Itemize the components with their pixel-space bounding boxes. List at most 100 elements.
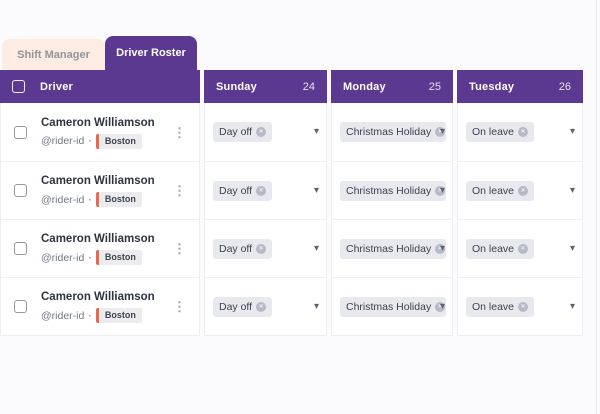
status-chip[interactable]: On leave ✕ [466,180,535,201]
remove-status-icon[interactable]: ✕ [518,185,529,196]
status-chip[interactable]: Day off ✕ [213,180,273,201]
status-chip[interactable]: Christmas Holiday ✕ [340,296,446,317]
driver-info: Cameron Williamson @rider-id · Boston [41,290,170,323]
driver-name: Cameron Williamson [41,233,155,245]
day-column-header: Monday 25 [331,70,453,103]
window-right-border [596,0,597,414]
remove-status-icon[interactable]: ✕ [435,127,446,137]
status-chip[interactable]: Day off ✕ [213,122,273,142]
status-chip[interactable]: Christmas Holiday ✕ [340,238,446,259]
driver-info: Cameron Williamson @rider-id · Boston [41,116,170,149]
status-chip[interactable]: Day off ✕ [213,238,273,259]
driver-subline: @rider-id · Boston [41,308,170,323]
day-cells-card: Day off ✕ ▾ Day off ✕ ▾ Day off ✕ ▾ Day … [204,103,327,336]
day-column-header: Sunday 24 [204,70,327,103]
shift-cell: Day off ✕ ▾ [205,219,326,277]
day-date-label: 24 [302,80,315,93]
city-badge: Boston [95,250,142,265]
row-checkbox[interactable] [14,300,27,313]
kebab-menu-icon[interactable]: ⋮ [173,299,186,314]
status-chip[interactable]: Christmas Holiday ✕ [340,122,446,142]
day-cells-card: On leave ✕ ▾ On leave ✕ ▾ On leave ✕ ▾ O… [457,103,583,336]
driver-subline: @rider-id · Boston [41,192,170,207]
shift-cell: On leave ✕ ▾ [458,277,582,335]
remove-status-icon[interactable]: ✕ [256,301,267,312]
dropdown-caret-icon[interactable]: ▾ [569,300,575,312]
status-chip[interactable]: Christmas Holiday ✕ [340,180,446,201]
row-checkbox[interactable] [14,125,27,139]
driver-info: Cameron Williamson @rider-id · Boston [41,232,170,265]
shift-cell: Day off ✕ ▾ [205,161,326,219]
shift-cell: Christmas Holiday ✕ ▾ [332,161,452,219]
driver-row: Cameron Williamson @rider-id · Boston ⋮ [1,103,199,161]
tab-bar: Shift Manager Driver Roster [2,36,197,70]
tab-shift-manager[interactable]: Shift Manager [2,39,105,70]
remove-status-icon[interactable]: ✕ [256,127,267,137]
dropdown-caret-icon[interactable]: ▾ [569,126,575,137]
status-chip[interactable]: On leave ✕ [466,296,535,317]
driver-name: Cameron Williamson [41,175,155,187]
shift-cell: Christmas Holiday ✕ ▾ [332,219,452,277]
remove-status-icon[interactable]: ✕ [518,127,529,137]
day-column-sunday: Sunday 24 Day off ✕ ▾ Day off ✕ ▾ Day of… [204,70,327,336]
row-checkbox[interactable] [14,184,27,197]
city-badge: Boston [95,192,142,207]
dropdown-caret-icon[interactable]: ▾ [439,126,445,137]
day-cells-card: Christmas Holiday ✕ ▾ Christmas Holiday … [331,103,453,336]
status-chip-label: On leave [472,126,515,138]
remove-status-icon[interactable]: ✕ [435,301,446,312]
day-date-label: 25 [428,80,441,93]
shift-cell: On leave ✕ ▾ [458,161,582,219]
dropdown-caret-icon[interactable]: ▾ [439,242,445,254]
row-checkbox[interactable] [14,242,27,255]
kebab-menu-icon[interactable]: ⋮ [173,124,186,140]
dropdown-caret-icon[interactable]: ▾ [569,184,575,196]
separator-dot: · [88,193,92,206]
shift-cell: Christmas Holiday ✕ ▾ [332,103,452,161]
shift-cell: On leave ✕ ▾ [458,219,582,277]
dropdown-caret-icon[interactable]: ▾ [313,300,319,312]
dropdown-caret-icon[interactable]: ▾ [313,184,319,196]
status-chip[interactable]: On leave ✕ [466,122,535,142]
day-name-label: Monday [343,80,386,93]
driver-header-label: Driver [40,80,73,93]
driver-subline: @rider-id · Boston [41,133,170,149]
status-chip[interactable]: On leave ✕ [466,238,535,259]
dropdown-caret-icon[interactable]: ▾ [439,184,445,196]
driver-subline: @rider-id · Boston [41,250,170,265]
dropdown-caret-icon[interactable]: ▾ [313,242,319,254]
kebab-menu-icon[interactable]: ⋮ [173,183,186,198]
remove-status-icon[interactable]: ✕ [435,243,446,254]
dropdown-caret-icon[interactable]: ▾ [313,126,319,137]
driver-rows-card: Cameron Williamson @rider-id · Boston ⋮ … [0,103,200,336]
kebab-menu-icon[interactable]: ⋮ [173,241,186,256]
select-all-checkbox[interactable] [12,80,25,93]
day-column-monday: Monday 25 Christmas Holiday ✕ ▾ Christma… [331,70,453,336]
dropdown-caret-icon[interactable]: ▾ [569,242,575,254]
remove-status-icon[interactable]: ✕ [518,243,529,254]
day-date-label: 26 [558,80,571,93]
remove-status-icon[interactable]: ✕ [435,185,446,196]
remove-status-icon[interactable]: ✕ [256,243,267,254]
status-chip-label: On leave [472,300,515,313]
day-name-label: Sunday [216,80,257,93]
dropdown-caret-icon[interactable]: ▾ [439,300,445,312]
shift-cell: Day off ✕ ▾ [205,103,326,161]
remove-status-icon[interactable]: ✕ [518,301,529,312]
shift-cell: Christmas Holiday ✕ ▾ [332,277,452,335]
shift-cell: On leave ✕ ▾ [458,103,582,161]
city-badge: Boston [95,308,142,323]
separator-dot: · [88,251,92,264]
separator-dot: · [88,309,92,322]
remove-status-icon[interactable]: ✕ [256,185,267,196]
rider-id: @rider-id [41,135,85,147]
status-chip[interactable]: Day off ✕ [213,296,273,317]
tab-driver-roster[interactable]: Driver Roster [105,36,197,70]
day-column-header: Tuesday 26 [457,70,583,103]
status-chip-label: Day off [219,300,253,313]
status-chip-label: Day off [219,184,253,197]
city-badge: Boston [95,133,142,149]
driver-column: Driver Cameron Williamson @rider-id · Bo… [0,70,200,336]
driver-row: Cameron Williamson @rider-id · Boston ⋮ [1,277,199,335]
status-chip-label: Christmas Holiday [346,300,432,313]
